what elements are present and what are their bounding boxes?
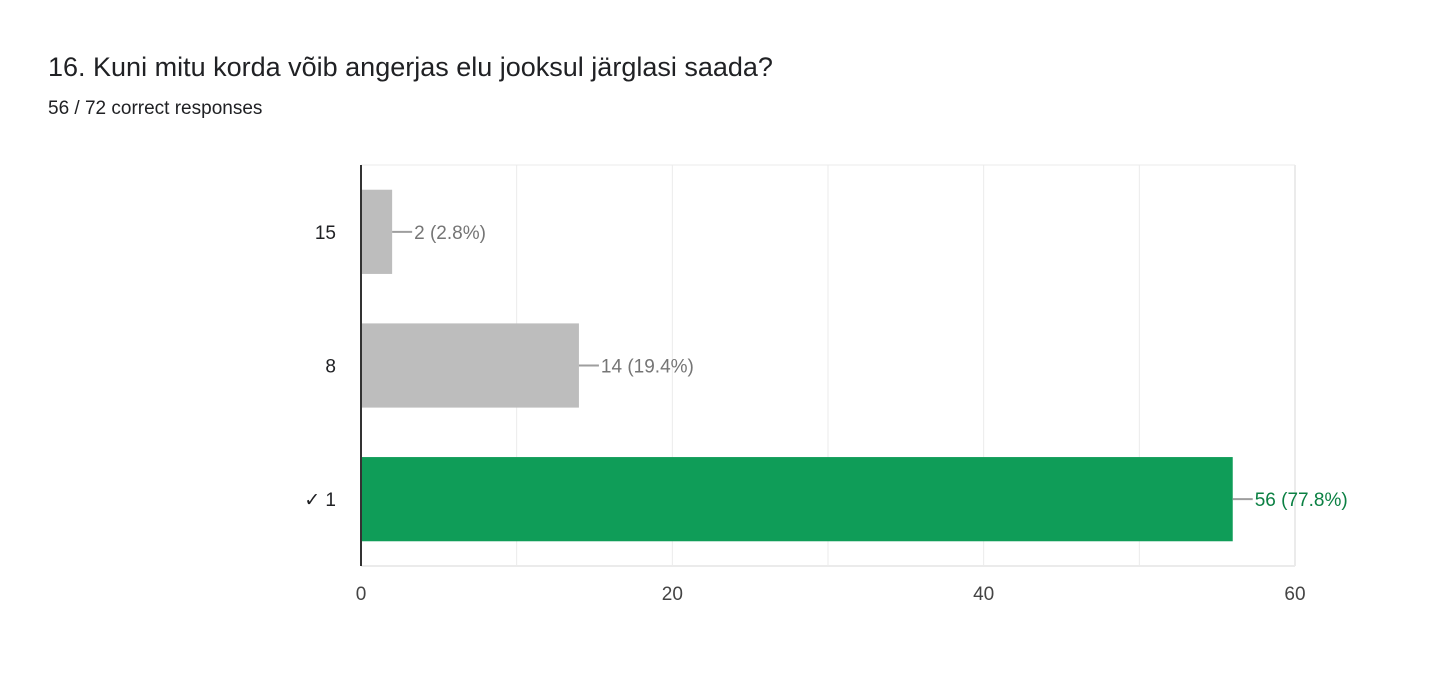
category-label: 15 <box>315 223 336 244</box>
question-title: 16. Kuni mitu korda võib angerjas elu jo… <box>48 52 773 82</box>
category-label: ✓ 1 <box>304 490 336 511</box>
data-label: 2 (2.8%) <box>414 223 486 244</box>
bar <box>361 189 393 274</box>
data-label: 14 (19.4%) <box>601 357 694 378</box>
data-label: 56 (77.8%) <box>1255 490 1348 511</box>
x-tick-label: 20 <box>662 584 683 605</box>
category-label: 8 <box>325 357 336 378</box>
correct-responses-summary: 56 / 72 correct responses <box>48 98 263 119</box>
x-tick-label: 0 <box>356 584 367 605</box>
x-tick-label: 40 <box>973 584 994 605</box>
bar <box>361 323 579 408</box>
bar <box>361 457 1233 542</box>
x-tick-label: 60 <box>1284 584 1305 605</box>
